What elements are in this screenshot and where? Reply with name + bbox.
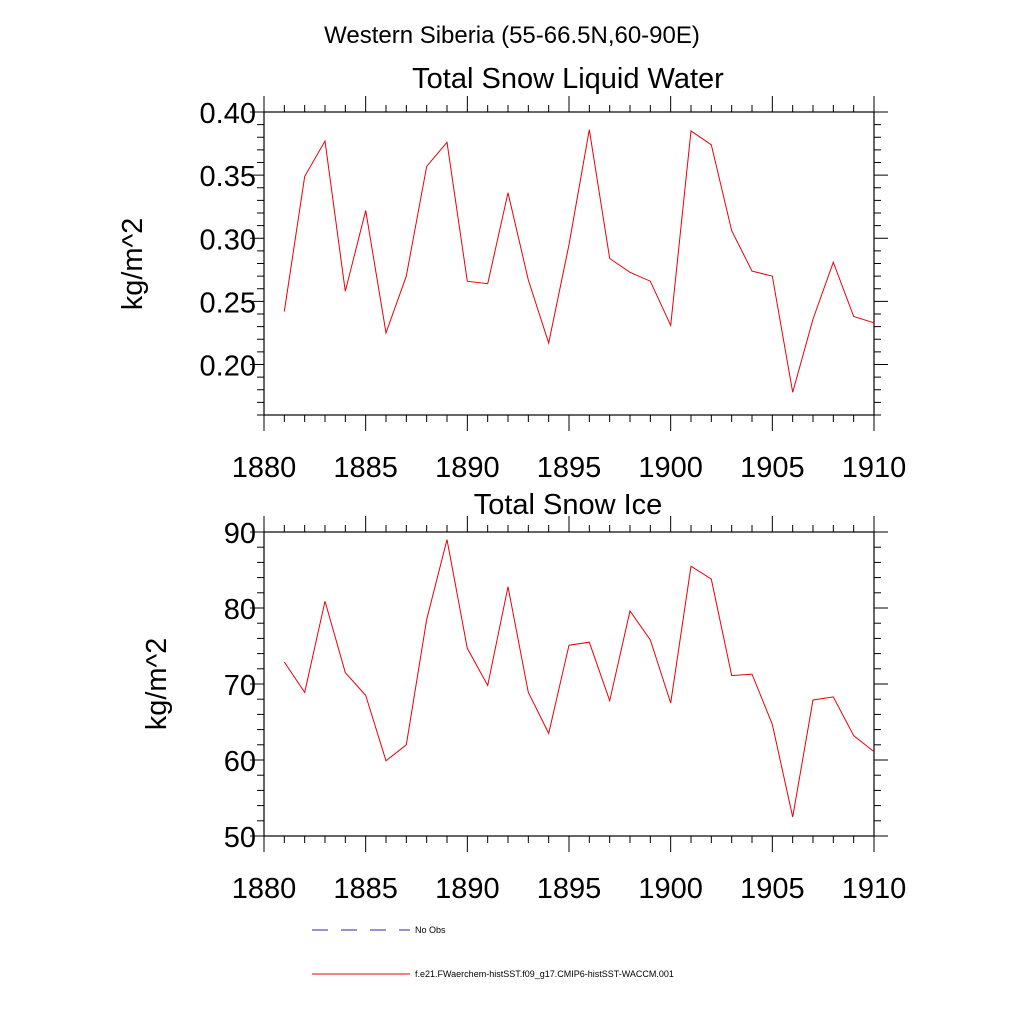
- figure-suptitle: Western Siberia (55-66.5N,60-90E): [324, 22, 700, 49]
- x-tick-label: 1890: [435, 452, 500, 484]
- axis-ticks: [250, 516, 888, 852]
- series-line: [283, 539, 875, 818]
- x-tick-label: 1895: [537, 452, 602, 484]
- x-tick-label: 1890: [435, 873, 500, 905]
- x-tick-label: 1885: [333, 873, 398, 905]
- x-tick-label: 1900: [638, 873, 703, 905]
- panel-title: Total Snow Ice: [474, 489, 663, 521]
- y-tick-label: 80: [224, 594, 256, 626]
- x-tick-label: 1880: [232, 873, 297, 905]
- y-tick-label: 60: [224, 746, 256, 778]
- x-tick-label: 1880: [232, 452, 297, 484]
- legend-model-label: f.e21.FWaerchem-histSST.f09_g17.CMIP6-hi…: [415, 969, 674, 979]
- x-tick-labels: 1880 1885 1890 1895 1900 1905 1910: [232, 452, 907, 484]
- x-tick-label: 1910: [842, 452, 907, 484]
- y-axis-label: kg/m^2: [117, 218, 149, 311]
- y-tick-label: 90: [224, 518, 256, 550]
- y-tick-label: 0.35: [200, 161, 256, 193]
- plot-frame: [263, 111, 875, 416]
- x-tick-label: 1885: [333, 452, 398, 484]
- y-tick-label: 0.25: [200, 287, 256, 319]
- axis-ticks: [250, 96, 888, 431]
- legend: No Obs f.e21.FWaerchem-histSST.f09_g17.C…: [312, 925, 674, 979]
- legend-obs-label: No Obs: [415, 925, 446, 935]
- y-axis-label: kg/m^2: [141, 638, 173, 731]
- x-tick-labels: 1880 1885 1890 1895 1900 1905 1910: [232, 873, 907, 905]
- y-tick-label: 0.40: [200, 98, 256, 130]
- y-tick-label: 70: [224, 670, 256, 702]
- y-tick-label: 0.30: [200, 224, 256, 256]
- series-line: [283, 129, 875, 393]
- y-tick-label: 50: [224, 822, 256, 854]
- y-tick-labels: 0.20 0.25 0.30 0.35 0.40: [200, 98, 256, 383]
- y-tick-label: 0.20: [200, 351, 256, 383]
- y-tick-labels: 50 60 70 80 90: [224, 518, 256, 854]
- x-tick-label: 1905: [740, 452, 805, 484]
- panel-title: Total Snow Liquid Water: [412, 63, 724, 95]
- x-tick-label: 1905: [740, 873, 805, 905]
- x-tick-label: 1910: [842, 873, 907, 905]
- panel-snow-liquid-water: Total Snow Liquid Water kg/m^2 1880 1885 1…: [117, 63, 906, 484]
- x-tick-label: 1900: [638, 452, 703, 484]
- panel-snow-ice: Total Snow Ice kg/m^2 1880 1885 1890 1895 19…: [141, 489, 906, 905]
- x-tick-label: 1895: [537, 873, 602, 905]
